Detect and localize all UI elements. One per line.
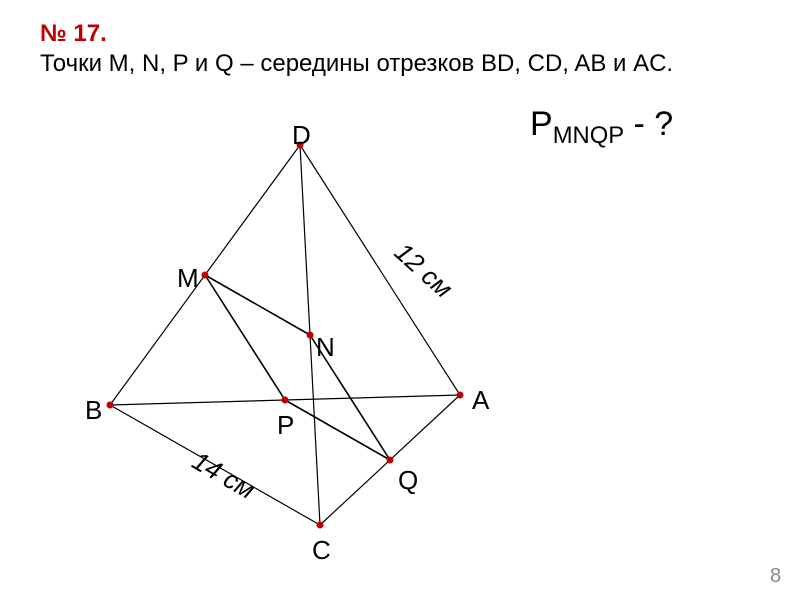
vertex-M: M (177, 263, 199, 294)
problem-statement: Точки M, N, P и Q – середины отрезков BD… (40, 50, 673, 78)
vertex-A: A (472, 385, 489, 416)
problem-number: № 17. (40, 20, 107, 48)
vertex-C: C (312, 535, 331, 566)
vertex-N: N (316, 332, 335, 363)
question-main: P (530, 105, 553, 143)
geometry-diagram: DABCMNPQ12 см14 см (90, 130, 490, 550)
question-subscript: MNQP (553, 122, 624, 149)
vertex-P: P (277, 410, 294, 441)
diagram-svg (90, 130, 490, 550)
vertex-D: D (292, 120, 311, 151)
question-tail: - ? (624, 105, 673, 143)
question-text: PMNQP - ? (530, 105, 673, 150)
vertex-B: B (85, 395, 102, 426)
vertex-Q: Q (398, 465, 418, 496)
page-number: 8 (770, 565, 781, 588)
